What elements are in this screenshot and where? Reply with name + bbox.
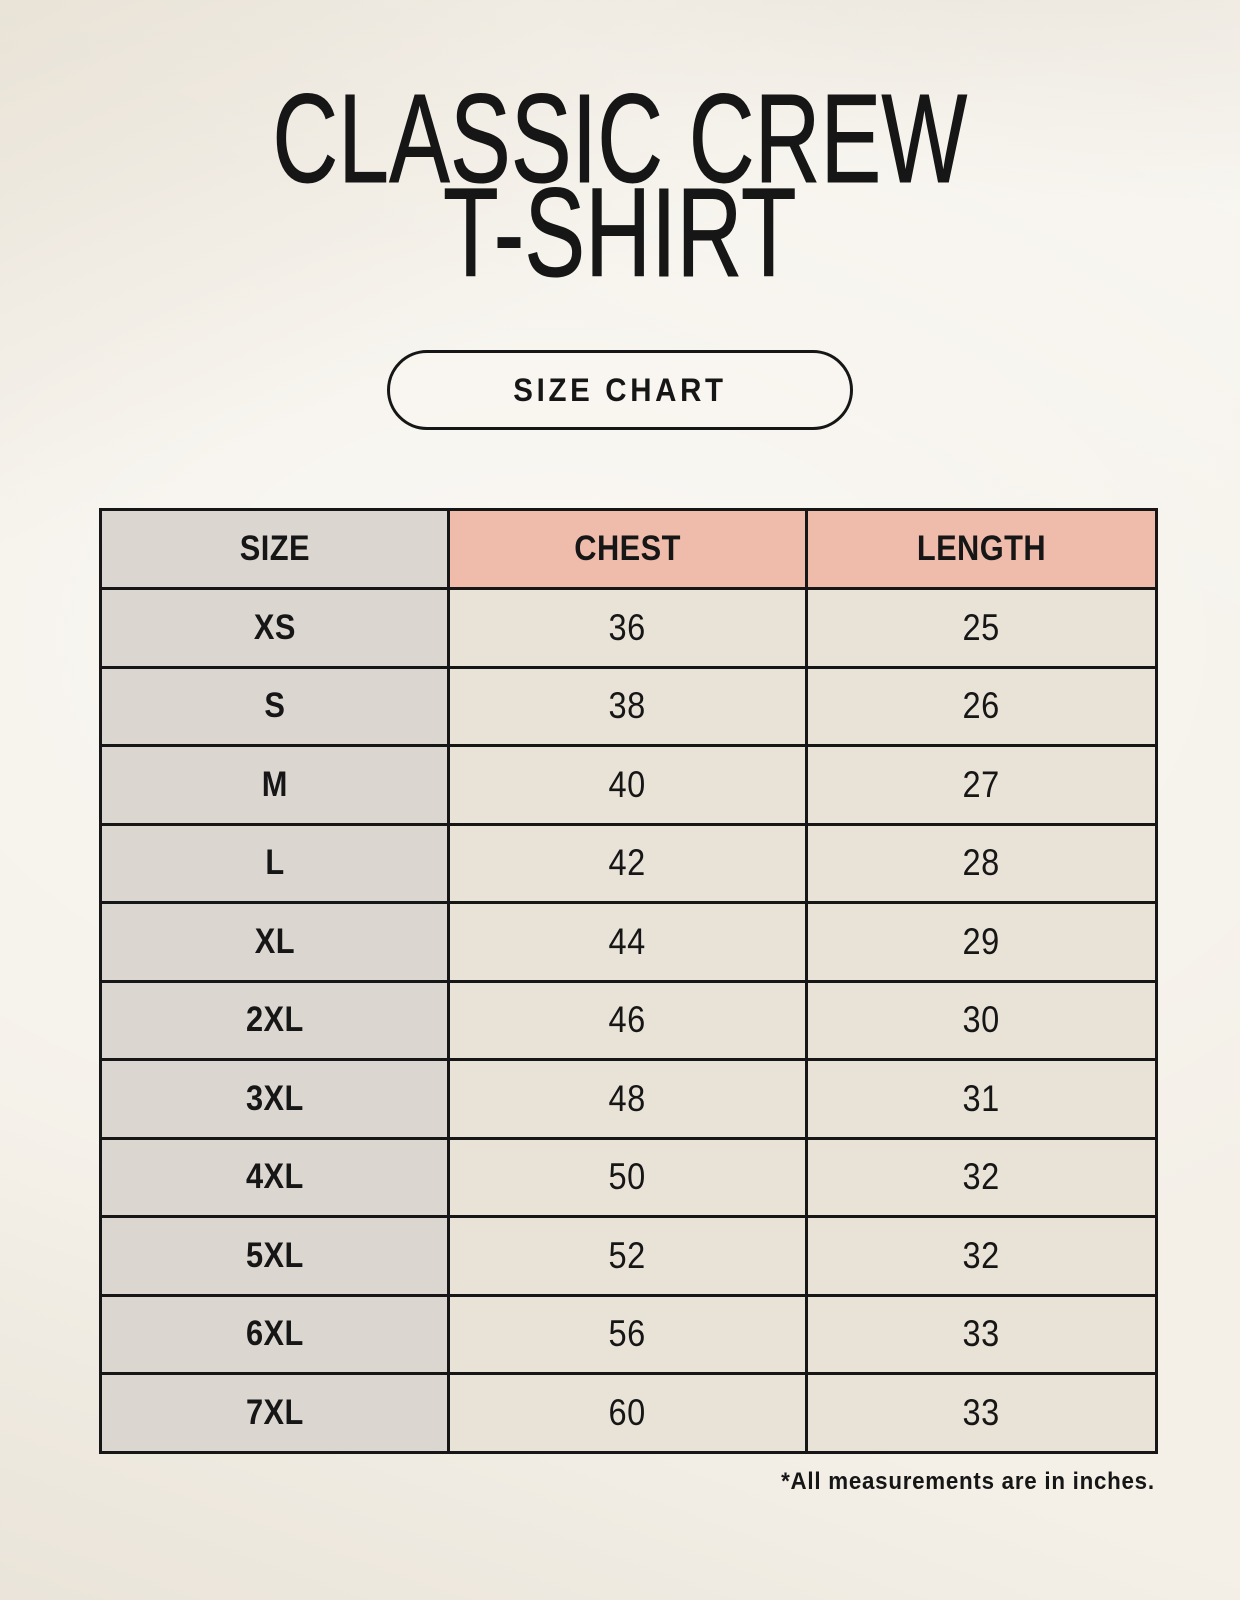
size-cell: 3XL bbox=[99, 1058, 450, 1140]
title-line-1: CLASSIC CREW bbox=[272, 68, 968, 209]
length-cell: 29 bbox=[805, 901, 1158, 983]
size-cell: XL bbox=[99, 901, 450, 983]
column-header-size: SIZE bbox=[99, 508, 450, 590]
size-chart-table: SIZE CHEST LENGTH XS 36 25 S 38 26 M 40 … bbox=[99, 508, 1158, 1454]
length-cell: 32 bbox=[805, 1136, 1158, 1218]
column-header-length: LENGTH bbox=[805, 508, 1158, 590]
page-title: CLASSIC CREW T-SHIRT bbox=[0, 0, 1240, 303]
length-cell: 26 bbox=[805, 665, 1158, 747]
size-chart-button-label: SIZE CHART bbox=[513, 371, 727, 408]
size-cell: S bbox=[99, 665, 450, 747]
size-chart-button[interactable]: SIZE CHART bbox=[387, 350, 853, 430]
measurements-footnote: *All measurements are in inches. bbox=[99, 1468, 1155, 1496]
length-cell: 27 bbox=[805, 744, 1158, 826]
chest-cell: 36 bbox=[447, 587, 808, 669]
chest-cell: 44 bbox=[447, 901, 808, 983]
length-cell: 33 bbox=[805, 1372, 1158, 1454]
table-header-row: SIZE CHEST LENGTH bbox=[99, 508, 1158, 590]
table-row: 6XL 56 33 bbox=[99, 1293, 1158, 1375]
title-line-2: T-SHIRT bbox=[443, 162, 797, 303]
table-row: 4XL 50 32 bbox=[99, 1136, 1158, 1218]
chest-cell: 48 bbox=[447, 1058, 808, 1140]
chest-cell: 38 bbox=[447, 665, 808, 747]
chest-cell: 52 bbox=[447, 1215, 808, 1297]
chest-cell: 42 bbox=[447, 822, 808, 904]
table-row: XL 44 29 bbox=[99, 901, 1158, 983]
length-cell: 25 bbox=[805, 587, 1158, 669]
size-cell: 6XL bbox=[99, 1293, 450, 1375]
length-cell: 32 bbox=[805, 1215, 1158, 1297]
table-row: S 38 26 bbox=[99, 665, 1158, 747]
length-cell: 28 bbox=[805, 822, 1158, 904]
table-row: L 42 28 bbox=[99, 822, 1158, 904]
chest-cell: 46 bbox=[447, 979, 808, 1061]
table-row: 3XL 48 31 bbox=[99, 1058, 1158, 1140]
table-row: XS 36 25 bbox=[99, 587, 1158, 669]
table-row: M 40 27 bbox=[99, 744, 1158, 826]
size-cell: 4XL bbox=[99, 1136, 450, 1218]
column-header-chest: CHEST bbox=[447, 508, 808, 590]
table-row: 5XL 52 32 bbox=[99, 1215, 1158, 1297]
table-row: 2XL 46 30 bbox=[99, 979, 1158, 1061]
chest-cell: 40 bbox=[447, 744, 808, 826]
size-cell: XS bbox=[99, 587, 450, 669]
size-cell: M bbox=[99, 744, 450, 826]
table-row: 7XL 60 33 bbox=[99, 1372, 1158, 1454]
length-cell: 33 bbox=[805, 1293, 1158, 1375]
size-cell: 5XL bbox=[99, 1215, 450, 1297]
size-cell: 7XL bbox=[99, 1372, 450, 1454]
chest-cell: 56 bbox=[447, 1293, 808, 1375]
size-cell: L bbox=[99, 822, 450, 904]
size-cell: 2XL bbox=[99, 979, 450, 1061]
chest-cell: 50 bbox=[447, 1136, 808, 1218]
measurements-footnote-text: *All measurements are in inches. bbox=[781, 1467, 1155, 1495]
length-cell: 31 bbox=[805, 1058, 1158, 1140]
chest-cell: 60 bbox=[447, 1372, 808, 1454]
length-cell: 30 bbox=[805, 979, 1158, 1061]
